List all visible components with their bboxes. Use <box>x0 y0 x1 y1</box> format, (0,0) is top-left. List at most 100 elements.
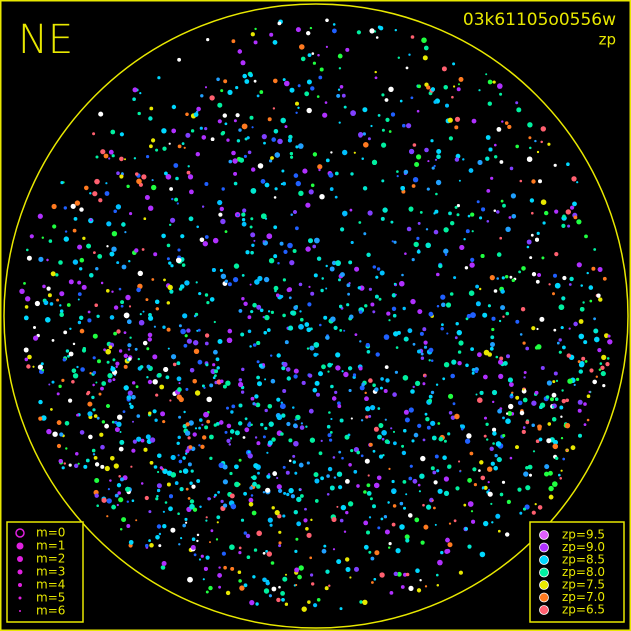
star-dot <box>196 539 199 543</box>
star-dot <box>135 385 139 389</box>
star-dot <box>195 281 198 284</box>
star-dot <box>403 429 407 433</box>
star-dot <box>119 440 125 445</box>
star-dot <box>209 297 215 302</box>
star-dot <box>536 150 540 154</box>
star-dot <box>326 493 330 496</box>
star-dot <box>498 359 503 365</box>
star-dot <box>247 150 252 155</box>
star-dot <box>288 488 294 494</box>
star-dot <box>248 73 253 78</box>
star-dot <box>515 319 520 324</box>
star-dot <box>316 392 320 397</box>
star-dot <box>442 377 446 381</box>
star-dot <box>396 175 399 178</box>
star-dot <box>213 349 218 355</box>
star-dot <box>377 526 381 530</box>
star-dot <box>598 368 602 371</box>
star-dot <box>327 370 330 373</box>
star-dot <box>403 409 409 415</box>
star-dot <box>523 471 529 477</box>
star-dot <box>286 492 290 497</box>
star-dot <box>374 387 379 392</box>
star-dot <box>189 368 195 373</box>
star-dot <box>141 174 147 180</box>
star-dot <box>170 527 176 533</box>
star-dot <box>331 517 337 522</box>
horizon-circle <box>3 3 629 629</box>
star-dot <box>89 218 93 222</box>
star-dot <box>385 378 390 383</box>
star-dot <box>599 362 603 365</box>
star-dot <box>358 310 363 314</box>
star-dot <box>421 37 427 43</box>
star-dot <box>548 485 554 492</box>
star-dot <box>174 197 179 202</box>
star-dot <box>490 502 493 505</box>
star-dot <box>450 221 455 226</box>
star-dot <box>105 182 108 185</box>
star-dot <box>297 574 302 580</box>
star-dot <box>193 340 199 346</box>
star-dot <box>83 464 88 469</box>
star-dot <box>95 381 98 384</box>
star-dot <box>279 241 284 246</box>
star-dot <box>109 251 115 257</box>
star-dot <box>561 389 564 392</box>
star-dot <box>436 154 441 159</box>
star-dot <box>46 428 52 435</box>
star-dot <box>339 304 343 309</box>
star-dot <box>267 328 271 332</box>
star-dot <box>268 421 274 427</box>
star-dot <box>520 307 526 312</box>
star-dot <box>478 469 481 472</box>
star-dot <box>144 195 150 200</box>
star-dot <box>249 345 252 348</box>
star-dot <box>124 158 126 161</box>
star-dot <box>289 260 295 266</box>
star-dot <box>453 519 457 523</box>
star-dot <box>561 296 566 301</box>
star-dot <box>372 383 376 387</box>
star-dot <box>506 499 511 504</box>
star-dot <box>515 101 519 105</box>
star-dot <box>485 156 490 161</box>
star-dot <box>166 257 170 261</box>
star-dot <box>321 277 324 280</box>
star-dot <box>101 381 106 386</box>
star-dot <box>539 405 543 410</box>
star-dot <box>412 342 416 346</box>
star-dot <box>524 504 530 510</box>
star-dot <box>264 378 267 381</box>
star-dot <box>23 315 29 321</box>
star-dot <box>525 485 531 491</box>
star-dot <box>220 132 225 136</box>
star-dot <box>391 306 397 311</box>
star-dot <box>436 469 440 473</box>
star-dot <box>253 548 258 552</box>
star-dot <box>241 212 246 217</box>
star-dot <box>499 160 504 164</box>
star-dot <box>463 238 466 241</box>
star-dot <box>255 602 259 606</box>
star-field <box>19 18 613 612</box>
star-dot <box>403 506 406 510</box>
star-dot <box>298 565 304 571</box>
star-dot <box>372 504 376 509</box>
star-dot <box>381 93 385 97</box>
star-dot <box>221 551 226 556</box>
star-dot <box>339 418 344 423</box>
star-dot <box>228 443 231 446</box>
star-dot <box>226 423 232 429</box>
star-dot <box>220 499 224 503</box>
star-dot <box>536 344 542 350</box>
star-dot <box>335 260 341 266</box>
star-dot <box>317 164 323 170</box>
star-dot <box>264 182 270 188</box>
star-dot <box>392 491 396 495</box>
star-dot <box>100 444 105 450</box>
star-dot <box>185 487 189 491</box>
star-dot <box>187 497 191 500</box>
star-dot <box>179 487 184 492</box>
star-dot <box>128 305 132 308</box>
